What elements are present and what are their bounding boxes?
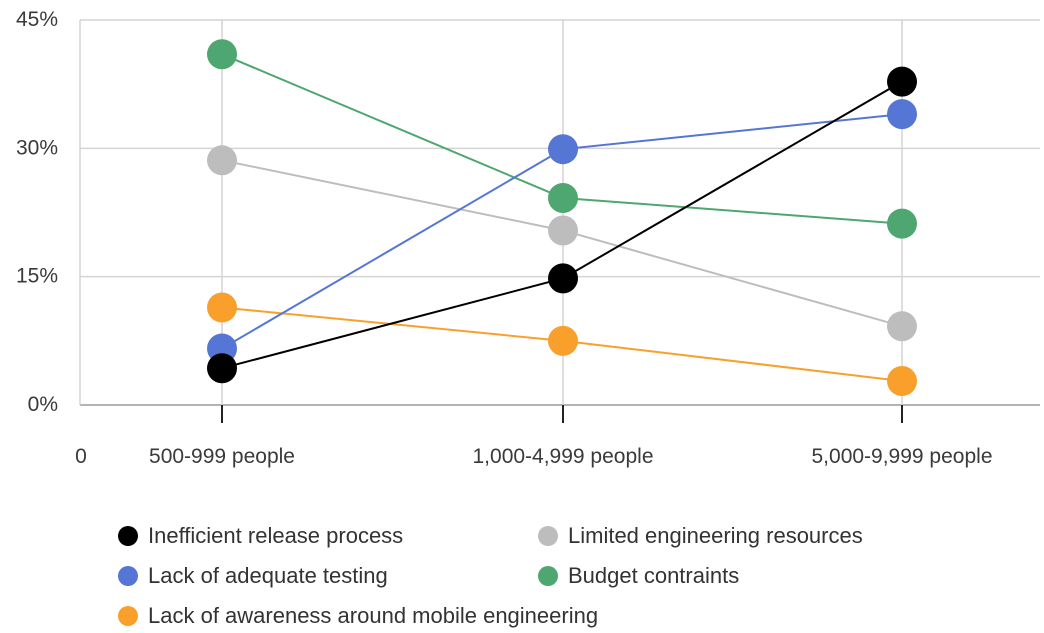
legend-item-limited-resources: Limited engineering resources: [538, 523, 863, 549]
data-point: [207, 292, 237, 323]
x-tick-label: 1,000-4,999 people: [473, 445, 654, 468]
data-point: [887, 99, 917, 130]
series-lack-of-awareness-around-mobile-engineering: [207, 292, 917, 397]
series-budget-contraints: [207, 39, 917, 239]
data-point: [887, 208, 917, 239]
legend-label: Limited engineering resources: [568, 523, 863, 548]
legend-swatch-icon: [538, 566, 558, 586]
data-point: [207, 145, 237, 176]
axis-ticks: 0% 15% 30% 45% 500-999 people 1,000-4,999 peo…: [16, 8, 993, 468]
y-tick-label: 0%: [28, 393, 58, 416]
data-point: [887, 311, 917, 342]
y-tick-label: 30%: [16, 136, 58, 159]
data-point: [207, 353, 237, 384]
y-tick-label: 45%: [16, 8, 58, 31]
legend-label: Budget contraints: [568, 563, 740, 588]
legend-swatch-icon: [118, 526, 138, 546]
line-chart: 0% 15% 30% 45% 500-999 people 1,000-4,999 peo…: [16, 8, 1040, 468]
data-point: [548, 325, 578, 356]
series-inefficient-release-process: [207, 66, 917, 384]
legend-item-inefficient-release: Inefficient release process: [118, 523, 403, 549]
series-lines: [207, 39, 917, 397]
data-point: [548, 263, 578, 294]
data-point: [887, 366, 917, 397]
legend-label: Lack of adequate testing: [148, 563, 388, 588]
legend-item-mobile-awareness: Lack of awareness around mobile engineer…: [118, 603, 598, 629]
x-origin-label: 0: [75, 445, 87, 468]
data-point: [548, 215, 578, 246]
data-point: [548, 134, 578, 165]
y-tick-label: 15%: [16, 265, 58, 288]
data-point: [887, 66, 917, 97]
legend: Inefficient release process Limited engi…: [0, 500, 1044, 633]
legend-label: Lack of awareness around mobile engineer…: [148, 603, 599, 628]
legend-swatch-icon: [118, 606, 138, 626]
x-tick-label: 500-999 people: [149, 445, 295, 468]
legend-swatch-icon: [538, 526, 558, 546]
legend-label: Inefficient release process: [148, 523, 404, 548]
series-limited-engineering-resources: [207, 145, 917, 342]
legend-item-adequate-testing: Lack of adequate testing: [118, 563, 388, 589]
data-point: [207, 39, 237, 70]
legend-swatch-icon: [118, 566, 138, 586]
x-tick-label: 5,000-9,999 people: [812, 445, 993, 468]
legend-item-budget: Budget contraints: [538, 563, 739, 589]
data-point: [548, 182, 578, 213]
